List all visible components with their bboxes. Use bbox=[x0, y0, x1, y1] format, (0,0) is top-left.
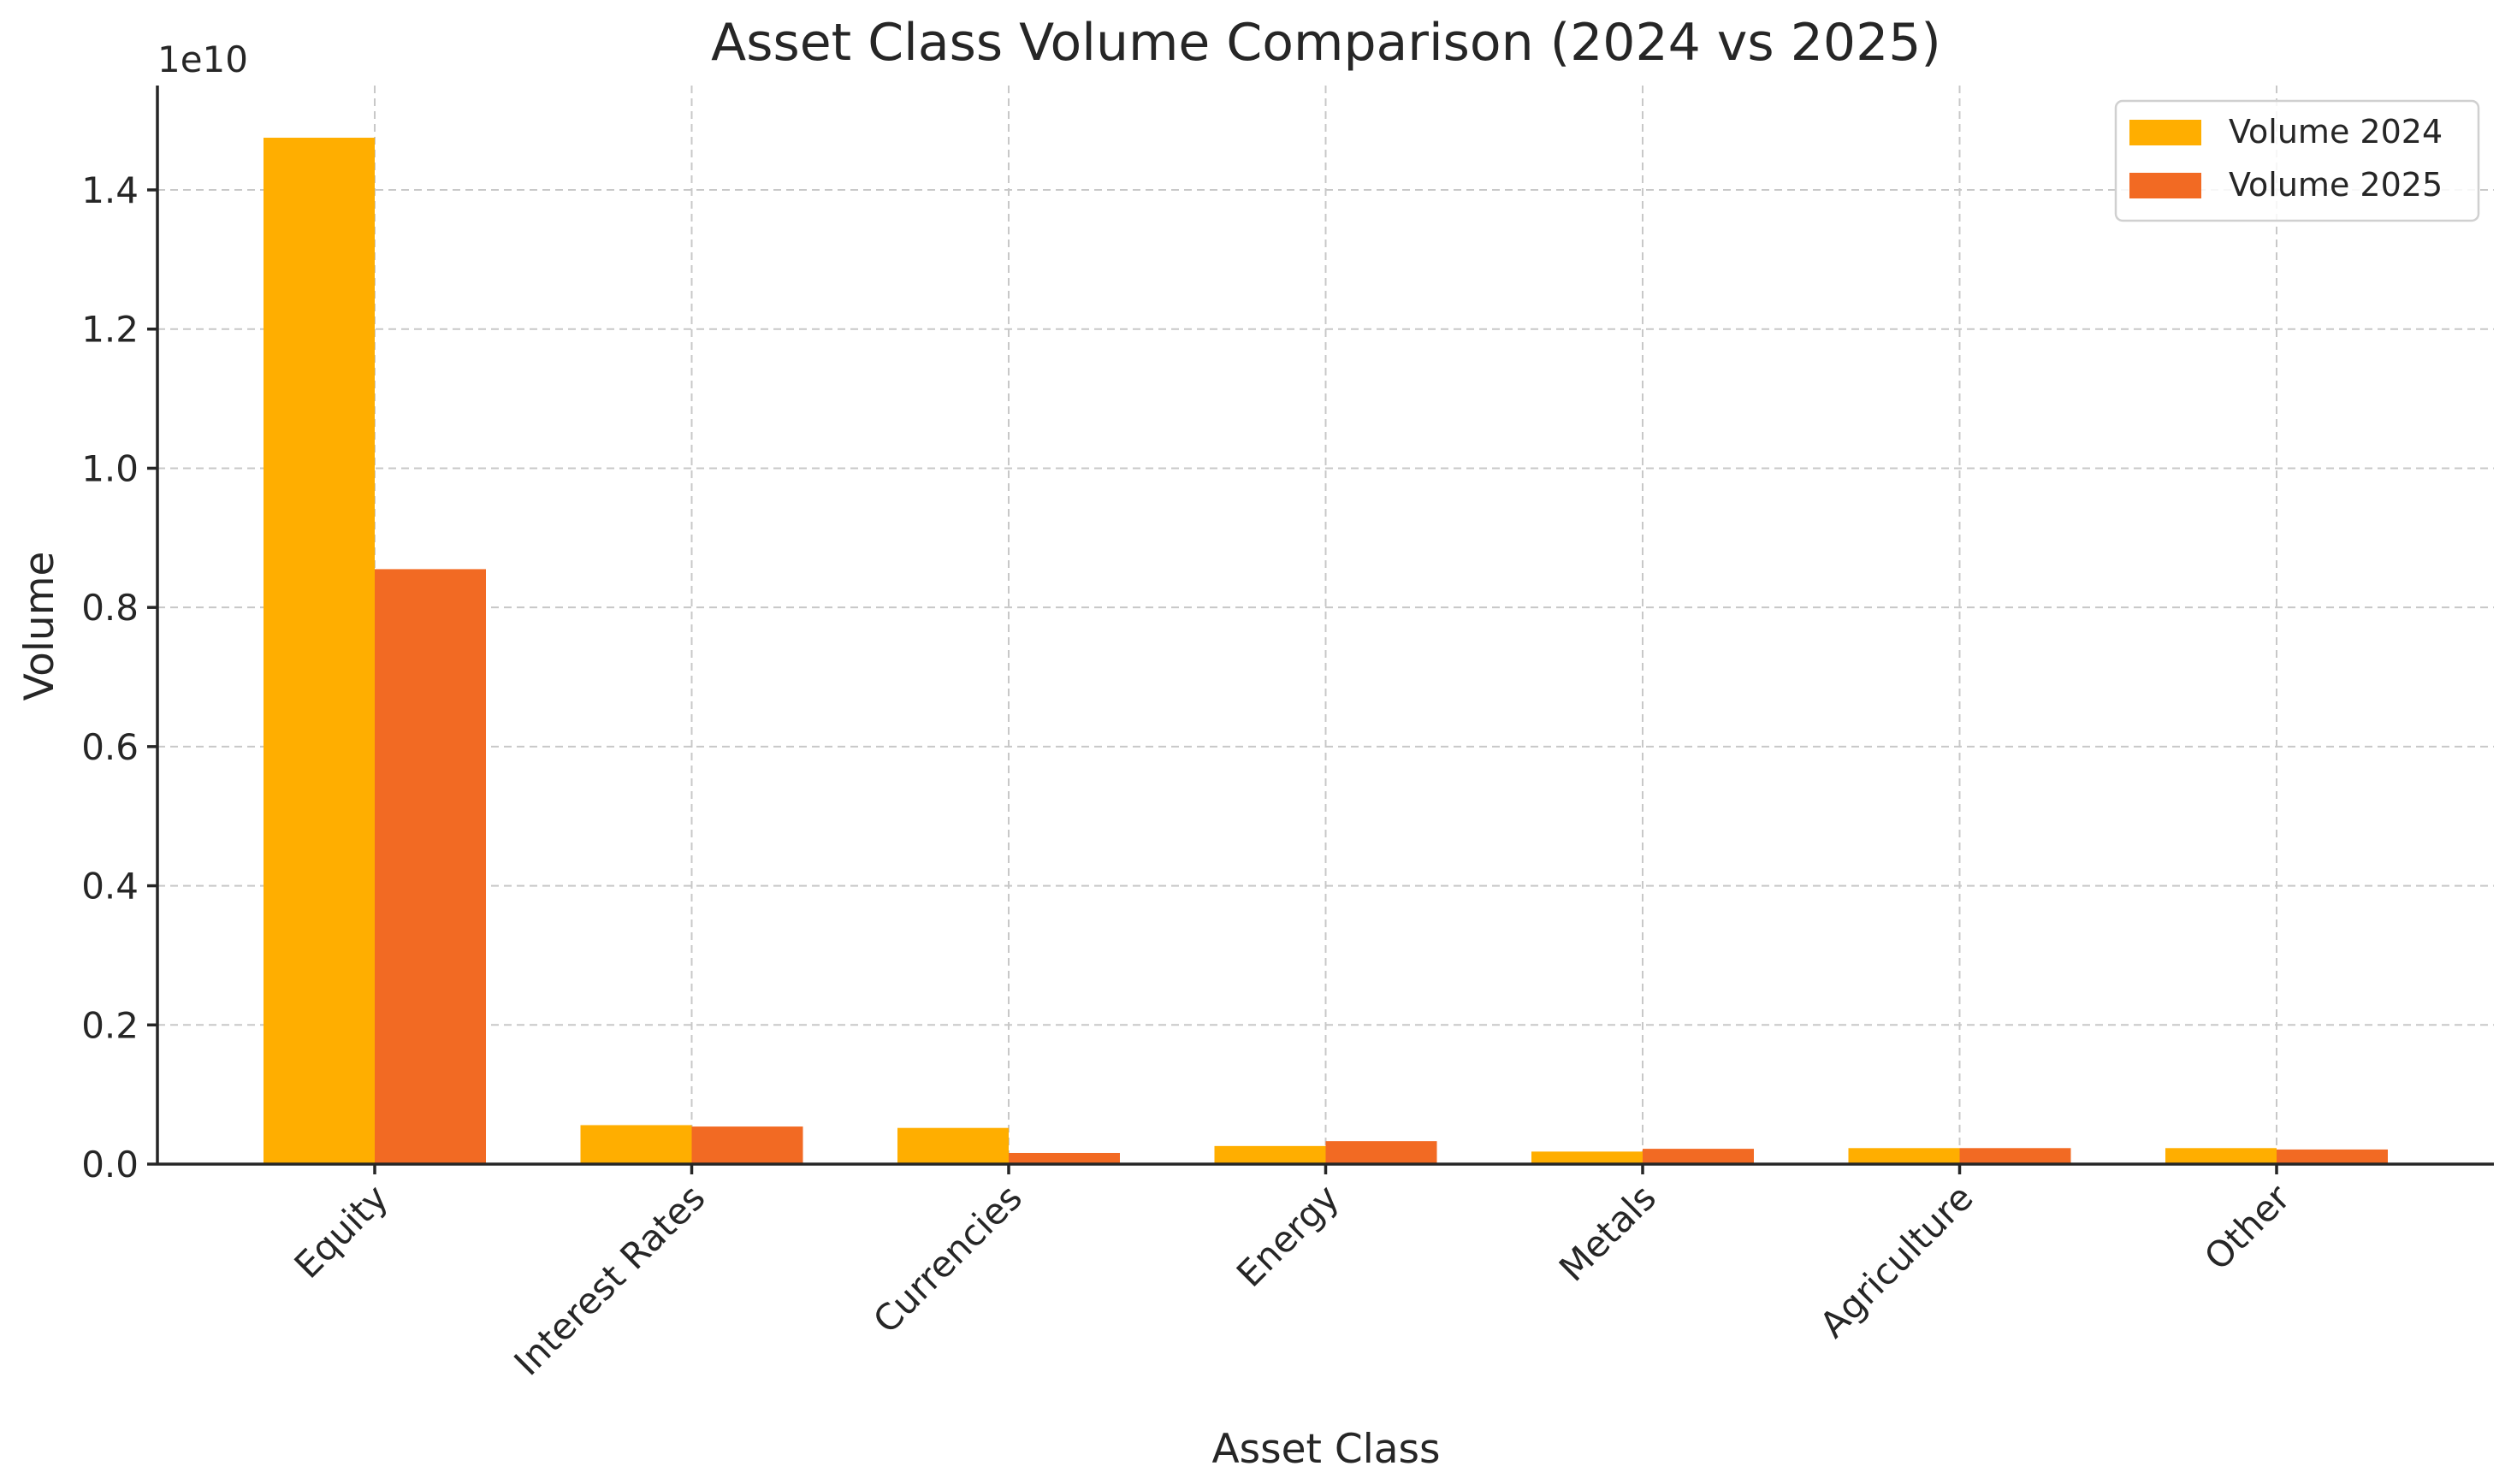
bar-volume-2024-metals bbox=[1531, 1151, 1643, 1164]
bars-layer bbox=[264, 138, 2388, 1165]
bar-volume-2025-equity bbox=[375, 569, 486, 1164]
legend-swatch bbox=[2129, 120, 2201, 145]
axes-layer bbox=[147, 86, 2494, 1174]
bar-volume-2024-interest-rates bbox=[580, 1125, 692, 1164]
bar-volume-2025-metals bbox=[1643, 1149, 1754, 1164]
y-tick-label: 0.2 bbox=[81, 1004, 139, 1046]
y-tick-label: 0.0 bbox=[81, 1144, 139, 1185]
legend-box bbox=[2114, 99, 2480, 222]
legend: Volume 2024 Volume 2025 bbox=[2114, 99, 2480, 222]
grid-layer bbox=[157, 86, 2494, 1165]
y-tick-label: 1.2 bbox=[81, 309, 139, 351]
bar-volume-2024-agriculture bbox=[1848, 1148, 1960, 1164]
y-tick-label: 0.4 bbox=[81, 866, 139, 908]
legend-label: Volume 2025 bbox=[2229, 166, 2443, 204]
chart-title: Asset Class Volume Comparison (2024 vs 2… bbox=[711, 13, 1941, 73]
bar-volume-2024-energy bbox=[1214, 1145, 1326, 1164]
legend-label: Volume 2024 bbox=[2229, 113, 2443, 151]
bar-volume-2025-energy bbox=[1325, 1141, 1437, 1164]
y-tick-label: 1.0 bbox=[81, 447, 139, 489]
x-axis-label: Asset Class bbox=[1211, 1426, 1440, 1473]
bar-volume-2024-equity bbox=[264, 138, 375, 1165]
bar-volume-2024-currencies bbox=[897, 1127, 1009, 1164]
y-axis-offset-label: 1e10 bbox=[157, 38, 248, 80]
bar-volume-2024-other bbox=[2165, 1148, 2277, 1164]
bar-volume-2025-interest-rates bbox=[691, 1126, 803, 1164]
y-tick-label: 0.6 bbox=[81, 726, 139, 768]
bar-volume-2025-agriculture bbox=[1959, 1148, 2071, 1164]
y-tick-label: 0.8 bbox=[81, 587, 139, 629]
legend-swatch bbox=[2129, 173, 2201, 198]
y-axis-label: Volume bbox=[16, 552, 63, 701]
bar-volume-2025-currencies bbox=[1009, 1152, 1120, 1164]
y-tick-label: 1.4 bbox=[81, 169, 139, 211]
bar-volume-2025-other bbox=[2277, 1149, 2388, 1164]
